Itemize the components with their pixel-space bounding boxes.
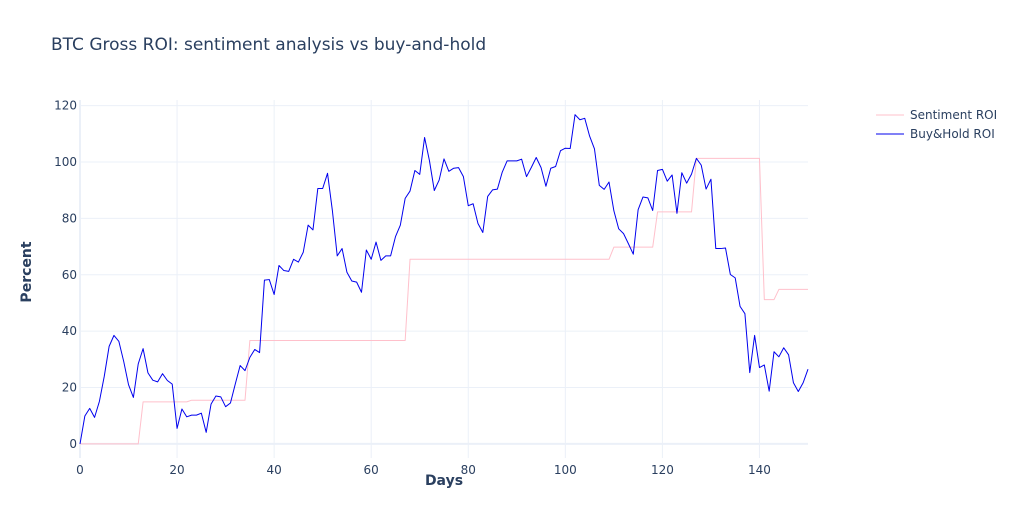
legend-item-buyhold[interactable]: Buy&Hold ROI [876, 127, 995, 141]
y-tick-label: 60 [62, 268, 77, 282]
y-tick-label: 120 [54, 99, 77, 113]
x-axis-title: Days [425, 473, 463, 489]
x-tick-label: 100 [554, 463, 577, 477]
chart-title: BTC Gross ROI: sentiment analysis vs buy… [51, 35, 486, 55]
legend[interactable]: Sentiment ROI Buy&Hold ROI [876, 108, 997, 141]
legend-label-buyhold: Buy&Hold ROI [910, 127, 995, 141]
x-tick-label: 40 [266, 463, 281, 477]
grid-layer [79, 100, 808, 458]
legend-label-sentiment: Sentiment ROI [910, 108, 997, 122]
buyhold-roi-line [79, 114, 809, 444]
x-tick-label: 120 [651, 463, 674, 477]
x-tick-label: 20 [169, 463, 184, 477]
y-tick-label: 80 [62, 211, 77, 225]
x-tick-label: 0 [76, 463, 84, 477]
y-tick-label: 20 [62, 381, 77, 395]
y-tick-label: 40 [62, 324, 77, 338]
y-tick-label: 100 [54, 155, 77, 169]
tick-layer: 0 20 40 60 80 100 120 140 0 20 40 60 80 100 120 [54, 99, 771, 477]
y-axis-title: Percent [19, 241, 35, 302]
series-layer [79, 114, 809, 445]
x-tick-label: 60 [364, 463, 379, 477]
sentiment-roi-line [80, 157, 808, 445]
x-tick-label: 80 [461, 463, 476, 477]
x-tick-label: 140 [748, 463, 771, 477]
y-tick-label: 0 [69, 437, 77, 451]
legend-item-sentiment[interactable]: Sentiment ROI [876, 108, 997, 122]
